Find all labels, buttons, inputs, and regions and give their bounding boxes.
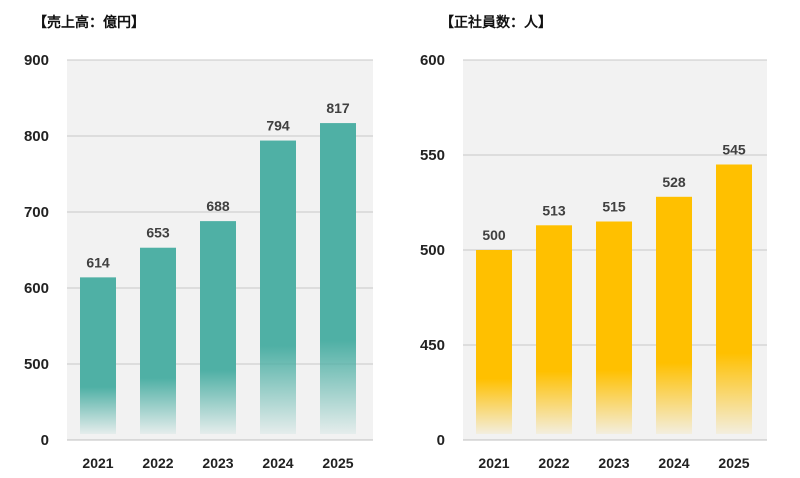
sales-x-tick-label: 2024	[262, 455, 293, 471]
employees-y-tick-label: 600	[420, 52, 445, 69]
sales-x-tick-label: 2022	[142, 455, 173, 471]
sales-bar	[140, 247, 176, 434]
employees-bar	[536, 225, 572, 434]
employees-bar	[716, 164, 752, 434]
sales-data-label: 653	[146, 225, 170, 241]
sales-data-label: 614	[86, 254, 110, 270]
sales-bar	[260, 140, 296, 434]
employees-x-tick-label: 2022	[538, 455, 569, 471]
sales-y-tick-label: 0	[41, 432, 49, 449]
sales-x-tick-label: 2021	[82, 455, 113, 471]
sales-y-tick-label: 800	[24, 128, 49, 145]
sales-bar	[320, 123, 356, 434]
employees-bar	[596, 221, 632, 434]
sales-data-label: 794	[266, 118, 290, 134]
employees-x-tick-label: 2025	[718, 455, 749, 471]
employees-chart-title: 【正社員数：人】	[440, 15, 552, 31]
employees-x-tick-label: 2024	[658, 455, 689, 471]
sales-x-tick-label: 2023	[202, 455, 233, 471]
sales-x-tick-label: 2025	[322, 455, 353, 471]
employees-bar	[656, 196, 692, 434]
employees-y-tick-label: 450	[420, 337, 445, 354]
sales-y-tick-label: 700	[24, 204, 49, 221]
sales-data-label: 817	[326, 100, 350, 116]
sales-bar	[80, 277, 116, 434]
employees-x-tick-label: 2023	[598, 455, 629, 471]
sales-data-label: 688	[206, 198, 230, 214]
sales-y-tick-label: 600	[24, 280, 49, 297]
sales-chart-title: 【売上高：億円】	[33, 15, 145, 31]
employees-bar	[476, 250, 512, 434]
employees-data-label: 513	[542, 202, 566, 218]
employees-data-label: 515	[602, 199, 626, 215]
employees-y-tick-label: 550	[420, 147, 445, 164]
sales-y-tick-label: 900	[24, 52, 49, 69]
employees-y-tick-label: 500	[420, 242, 445, 259]
employees-data-label: 500	[482, 227, 506, 243]
sales-bar	[200, 221, 236, 434]
sales-y-tick-label: 500	[24, 356, 49, 373]
employees-x-tick-label: 2021	[478, 455, 509, 471]
employees-data-label: 545	[722, 142, 746, 158]
employees-y-tick-label: 0	[437, 432, 445, 449]
employees-data-label: 528	[662, 174, 686, 190]
